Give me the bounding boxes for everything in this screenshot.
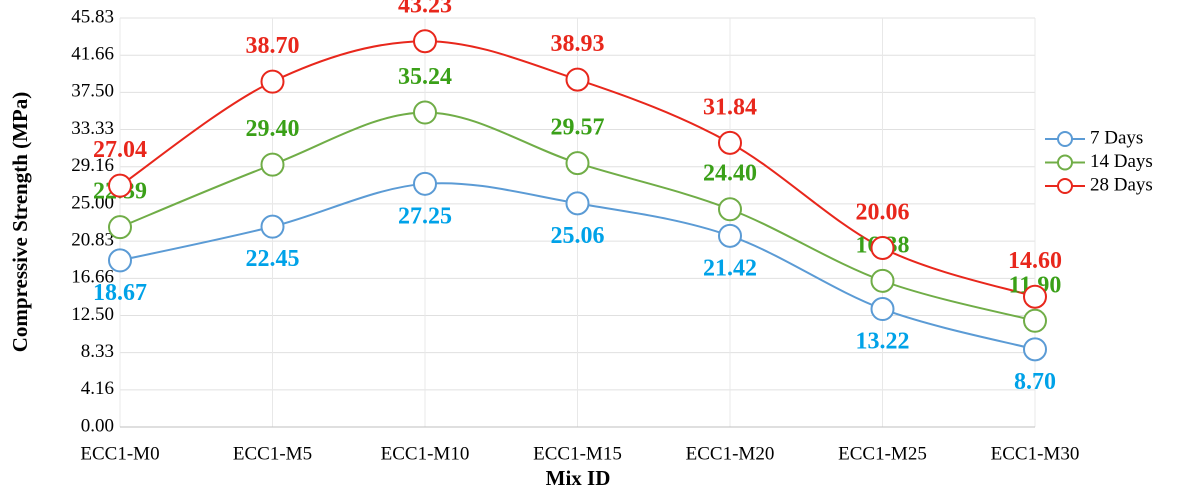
data-label: 8.70 — [1014, 369, 1056, 395]
marker — [260, 152, 285, 177]
legend-marker — [1057, 154, 1073, 171]
y-tick-label: 45.83 — [71, 6, 114, 27]
legend-marker — [1057, 131, 1073, 147]
y-tick-label: 33.33 — [71, 118, 114, 139]
data-label: 29.40 — [246, 116, 300, 142]
marker — [108, 215, 132, 240]
data-label: 13.22 — [856, 329, 910, 355]
data-label: 18.67 — [93, 280, 147, 306]
legend-label: 7 Days — [1090, 127, 1143, 148]
marker — [413, 171, 437, 196]
data-label: 43.23 — [398, 0, 452, 19]
x-tick-label: ECC1-M0 — [80, 443, 159, 464]
x-tick-label: ECC1-M25 — [838, 443, 927, 464]
marker — [870, 235, 895, 260]
data-label: 27.04 — [93, 137, 147, 163]
marker — [565, 151, 590, 176]
legend-label: 28 Days — [1090, 174, 1153, 195]
marker — [108, 173, 132, 198]
marker — [870, 268, 895, 293]
marker — [108, 248, 132, 273]
data-label: 20.06 — [856, 199, 910, 225]
marker — [413, 100, 437, 125]
y-tick-label: 0.00 — [81, 415, 114, 436]
data-label: 14.60 — [1008, 248, 1062, 274]
x-tick-label: ECC1-M15 — [533, 443, 622, 464]
x-tick-label: ECC1-M5 — [233, 443, 312, 464]
legend-marker — [1057, 178, 1073, 194]
y-tick-label: 41.66 — [71, 44, 114, 65]
marker — [718, 223, 742, 248]
marker — [718, 130, 742, 155]
y-tick-label: 37.50 — [71, 81, 114, 102]
legend-label: 14 Days — [1090, 151, 1153, 172]
x-axis-title: Mix ID — [546, 466, 611, 490]
data-label: 29.57 — [551, 115, 605, 141]
marker — [565, 191, 590, 216]
y-tick-label: 8.33 — [81, 341, 114, 362]
x-tick-label: ECC1-M10 — [381, 443, 470, 464]
y-tick-label: 25.00 — [71, 192, 114, 213]
y-tick-label: 16.66 — [71, 267, 114, 288]
data-label: 21.42 — [703, 255, 757, 281]
data-label: 24.40 — [703, 161, 757, 187]
marker — [260, 214, 285, 239]
marker — [1023, 284, 1047, 309]
data-label: 22.45 — [246, 246, 300, 272]
marker — [718, 197, 742, 222]
y-axis-title: Compressive Strength (MPa) — [8, 92, 32, 353]
x-tick-label: ECC1-M30 — [991, 443, 1080, 464]
data-label: 35.24 — [398, 64, 452, 90]
marker — [870, 297, 895, 322]
marker — [1023, 308, 1047, 333]
data-label: 38.70 — [246, 33, 300, 59]
data-label: 25.06 — [551, 223, 605, 249]
y-tick-label: 4.16 — [81, 378, 114, 399]
marker — [413, 29, 437, 54]
y-tick-label: 20.83 — [71, 229, 114, 250]
data-label: 38.93 — [551, 31, 605, 57]
data-label: 31.84 — [703, 94, 757, 120]
y-tick-label: 12.50 — [71, 304, 114, 325]
marker — [260, 69, 285, 94]
x-tick-label: ECC1-M20 — [686, 443, 775, 464]
data-label: 27.25 — [398, 203, 452, 229]
marker — [565, 67, 590, 92]
y-tick-label: 29.16 — [71, 155, 114, 176]
marker — [1023, 337, 1047, 362]
